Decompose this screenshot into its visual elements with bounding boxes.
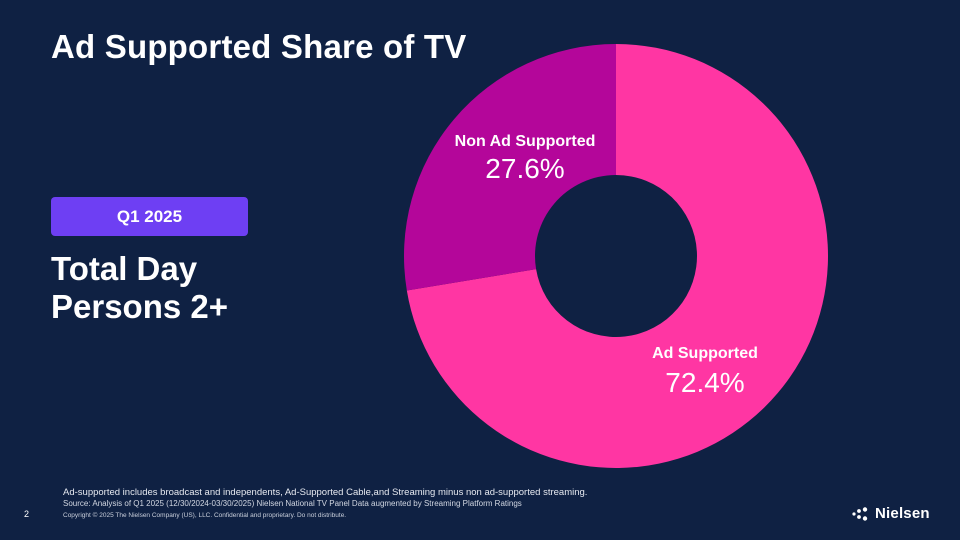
slice-value-ad-supported: 72.4% <box>665 367 744 398</box>
logo-wordmark: Nielsen <box>875 505 930 522</box>
source-note: Source: Analysis of Q1 2025 (12/30/2024-… <box>63 499 522 508</box>
page-number: 2 <box>24 509 30 519</box>
footnote: Ad-supported includes broadcast and inde… <box>63 487 588 498</box>
slice-value-non-ad-supported: 27.6% <box>485 153 564 184</box>
nielsen-logo: Nielsen <box>851 505 930 522</box>
period-badge: Q1 2025 <box>51 197 248 236</box>
nielsen-mark-icon <box>852 506 868 521</box>
slice-label-non-ad-supported: Non Ad Supported <box>455 133 596 150</box>
copyright-notice: Copyright © 2025 The Nielsen Company (US… <box>63 512 347 519</box>
slice-label-ad-supported: Ad Supported <box>652 345 758 362</box>
donut-slice-non-ad-supported <box>404 44 616 291</box>
donut-slice-ad-supported <box>406 44 828 468</box>
slide-title: Ad Supported Share of TV <box>51 28 467 65</box>
subtitle-line-daypart: Total Day <box>51 250 198 287</box>
subtitle-line-demo: Persons 2+ <box>51 288 229 325</box>
audience-subtitle: Total Day Persons 2+ <box>51 250 228 326</box>
